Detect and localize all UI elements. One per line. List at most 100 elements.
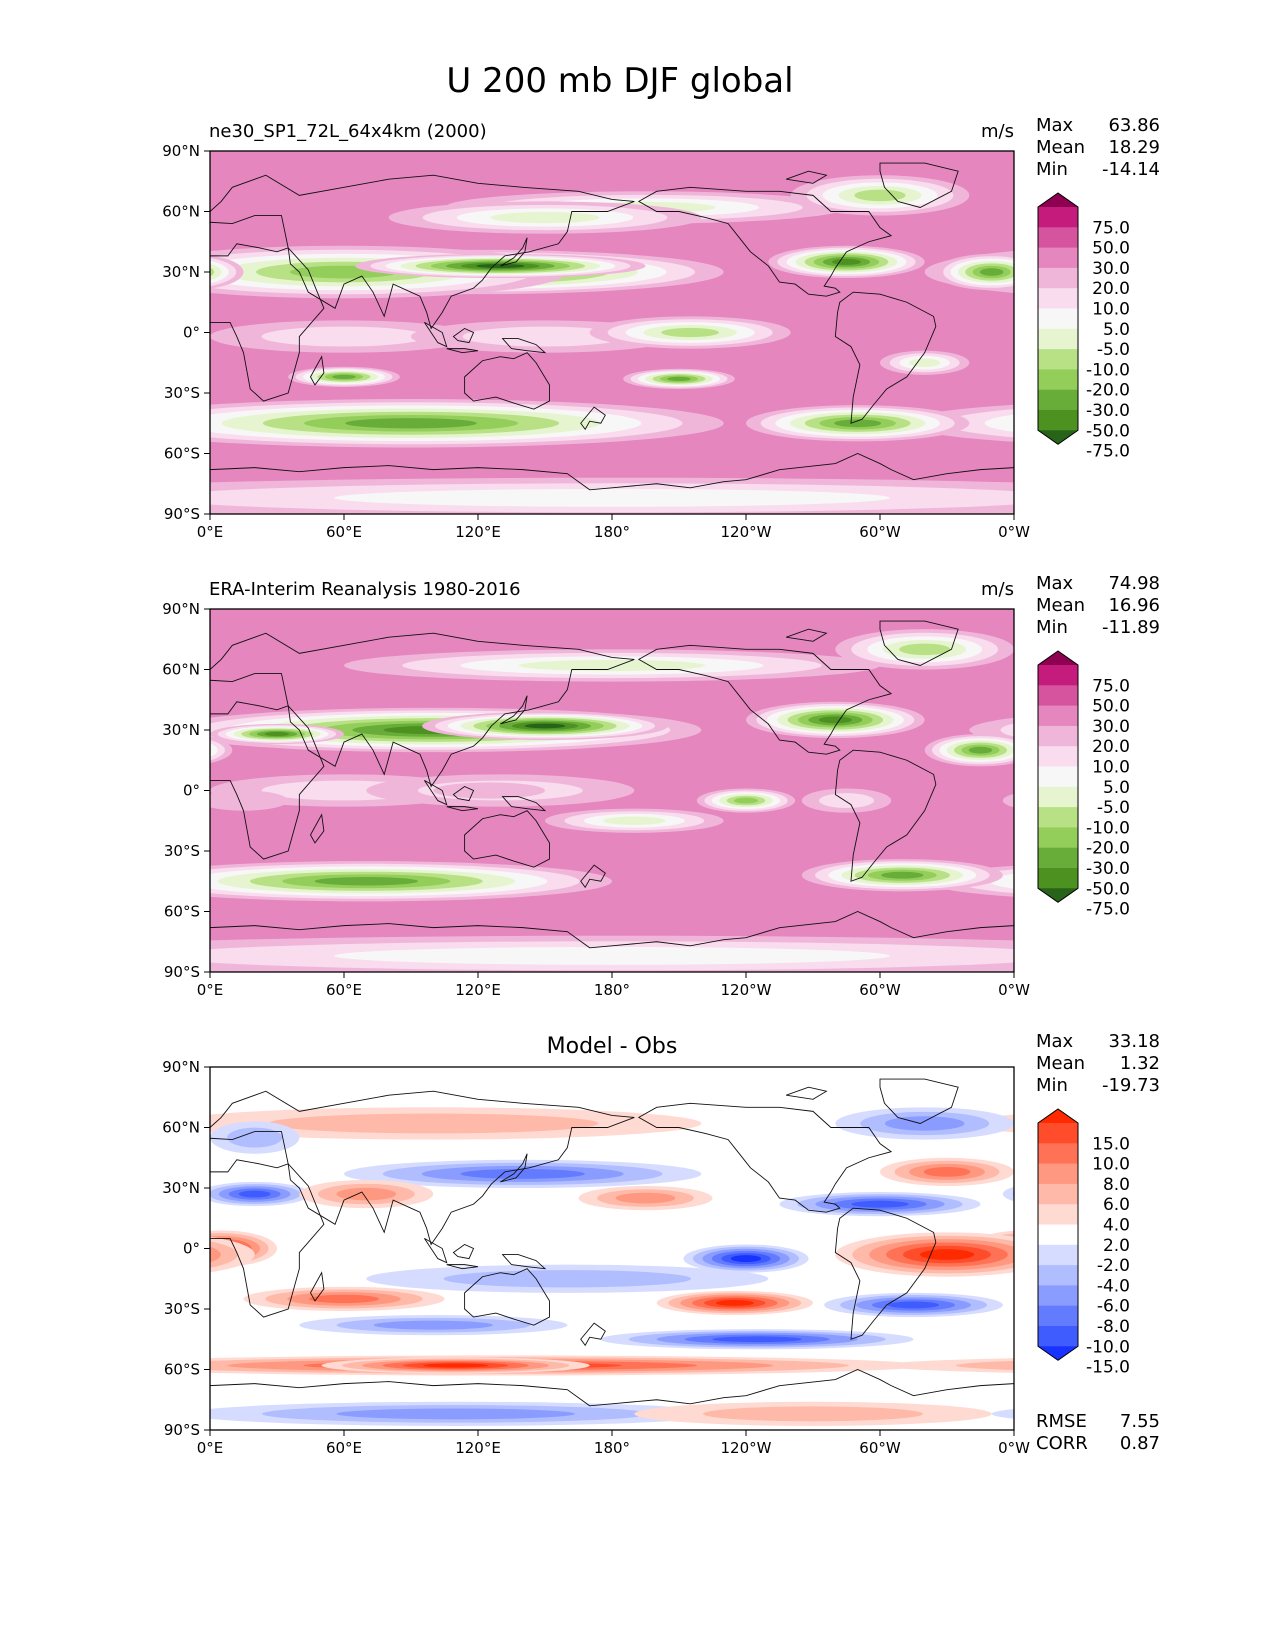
y-tick-label: 30°S [164, 1300, 200, 1318]
colorbar-segment [1038, 410, 1078, 431]
contour-level [334, 946, 890, 965]
contour-map [210, 609, 1014, 972]
colorbar-segment [1038, 1204, 1078, 1225]
y-tick-label: 90°S [164, 963, 200, 981]
contour-level [615, 1192, 676, 1204]
contour-level [992, 262, 1014, 282]
colorbar-extend-bottom [1038, 1346, 1078, 1361]
colorbar-segment [1038, 1265, 1078, 1286]
skill-stats: RMSE 7.55 CORR 0.87 [1036, 1411, 1160, 1454]
colorbar-segment [1038, 369, 1078, 391]
colorbar-label: 75.0 [1092, 676, 1130, 696]
colorbar-label: -10.0 [1086, 360, 1130, 380]
contour-level [909, 358, 941, 367]
colorbar-extend-top [1038, 1109, 1078, 1123]
contour-level [336, 1408, 575, 1420]
contour-level [268, 1113, 599, 1134]
colorbar-segment [1038, 827, 1078, 849]
stats-block: Max 63.86 Mean 18.29 Min -14.14 [1036, 115, 1160, 180]
colorbar-label: -50.0 [1086, 879, 1130, 899]
colorbar-label: 5.0 [1103, 778, 1130, 798]
colorbar-segment [1038, 308, 1078, 330]
contour-level [460, 1168, 585, 1179]
colorbar-label: 8.0 [1103, 1175, 1130, 1195]
colorbar: 15.010.08.06.04.02.0-2.0-4.0-6.0-8.0-10.… [1037, 1108, 1130, 1378]
panel-title: ERA-Interim Reanalysis 1980-2016 [209, 579, 521, 600]
y-tick-label: 90°N [162, 600, 200, 618]
colorbar-label: -6.0 [1097, 1297, 1130, 1317]
contour-map [210, 151, 1014, 514]
contour-level [887, 1301, 940, 1309]
y-tick-label: 0° [183, 782, 200, 800]
stat-max: 33.18 [1108, 1031, 1160, 1052]
stat-min: -19.73 [1102, 1075, 1160, 1096]
contour-level [881, 871, 924, 879]
colorbar-label: -75.0 [1086, 442, 1130, 462]
colorbar-label: -10.0 [1086, 1337, 1130, 1357]
y-tick-label: 0° [183, 324, 200, 342]
x-tick-label: 180° [594, 523, 630, 541]
y-tick-label: 60°S [164, 903, 200, 921]
stat-label-rmse: RMSE [1036, 1411, 1087, 1432]
colorbar-segment [1038, 1183, 1078, 1205]
contour-level [818, 716, 852, 724]
colorbar-outline [1037, 650, 1079, 903]
contour-level [210, 267, 215, 277]
y-tick-label: 30°N [162, 263, 200, 281]
contour-level [979, 268, 1004, 276]
x-tick-label: 120°E [455, 523, 501, 541]
x-tick-label: 120°W [721, 523, 772, 541]
panel-units: m/s [981, 579, 1014, 600]
x-tick-label: 120°W [721, 1439, 772, 1457]
colorbar-label: -50.0 [1086, 421, 1130, 441]
colorbar: 75.050.030.020.010.05.0-5.0-10.0-20.0-30… [1037, 650, 1130, 920]
contour-level [1011, 1246, 1014, 1251]
colorbar-extend-top [1038, 651, 1078, 665]
x-tick-label: 0°E [197, 523, 224, 541]
stat-max: 63.86 [1108, 115, 1160, 136]
contour-level [712, 1336, 802, 1343]
contour-level [264, 732, 290, 737]
x-tick-label: 60°E [326, 1439, 362, 1457]
contour-level [919, 1249, 975, 1260]
colorbar-segment [1038, 1123, 1078, 1144]
y-tick-label: 90°N [162, 1058, 200, 1076]
colorbar-label: 4.0 [1103, 1216, 1130, 1236]
stat-label-max: Max [1036, 1031, 1074, 1052]
contour-level [603, 816, 666, 825]
contour-level [443, 1270, 692, 1288]
stat-label-mean: Mean [1036, 1053, 1085, 1074]
colorbar-segment [1038, 1224, 1078, 1246]
stats-block: Max 33.18 Mean 1.32 Min -19.73 [1036, 1031, 1160, 1096]
y-tick-label: 60°S [164, 445, 200, 463]
colorbar-label: 50.0 [1092, 697, 1130, 717]
contour-level [518, 659, 706, 672]
y-tick-label: 60°N [162, 661, 200, 679]
stat-corr: 0.87 [1120, 1433, 1160, 1454]
y-tick-label: 60°N [162, 203, 200, 221]
stat-label-corr: CORR [1036, 1433, 1088, 1454]
stat-rmse: 7.55 [1120, 1411, 1160, 1432]
colorbar-segment [1038, 349, 1078, 370]
figure-title: U 200 mb DJF global [446, 61, 793, 101]
contour-level [923, 1166, 971, 1177]
stats-block: Max 74.98 Mean 16.96 Min -11.89 [1036, 573, 1160, 638]
contour-level [210, 790, 289, 811]
colorbar-segment [1038, 267, 1078, 289]
colorbar-segment [1038, 746, 1078, 767]
colorbar-label: 20.0 [1092, 279, 1130, 299]
colorbar-segment [1038, 786, 1078, 808]
colorbar-label: 75.0 [1092, 218, 1130, 238]
contour-level [309, 1294, 379, 1304]
stat-label-min: Min [1036, 1075, 1068, 1096]
colorbar-label: -10.0 [1086, 818, 1130, 838]
contour-level [667, 376, 691, 382]
contour-level [831, 258, 862, 265]
contour-level [524, 723, 566, 729]
contour-level [334, 488, 890, 507]
colorbar-segment [1038, 288, 1078, 309]
contour-level [345, 418, 477, 429]
colorbar-label: 30.0 [1092, 717, 1130, 737]
colorbar-extend-bottom [1038, 888, 1078, 903]
colorbar-segment [1038, 1244, 1078, 1266]
